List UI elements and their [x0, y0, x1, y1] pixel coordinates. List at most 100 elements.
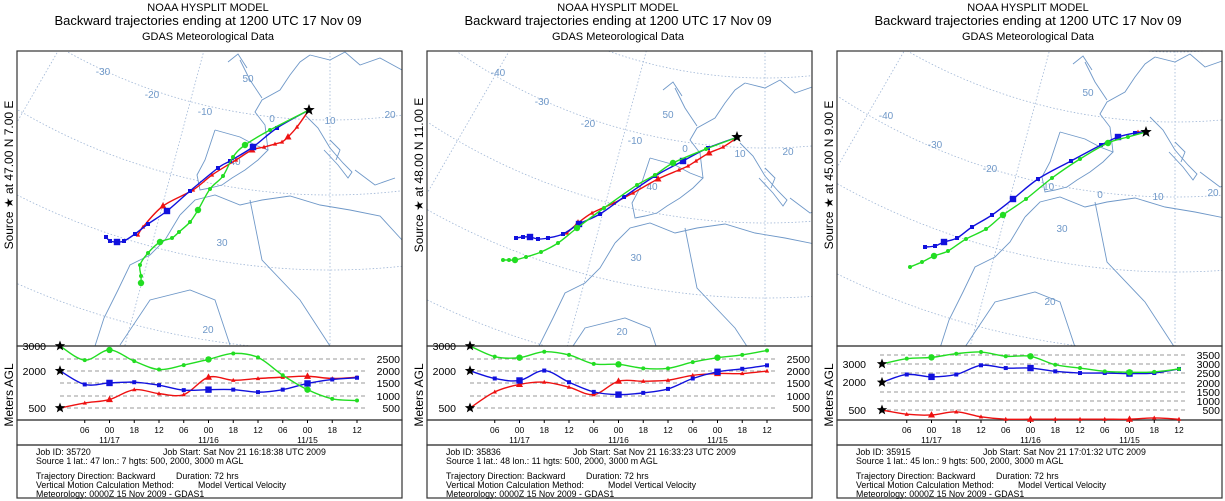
longitude-line — [765, 0, 820, 58]
green-height-point — [714, 354, 721, 361]
blue-trajectory — [514, 136, 739, 241]
longitude-line — [566, 51, 647, 346]
graticule-label: -20 — [983, 164, 998, 175]
red-trajectory-point — [693, 158, 699, 163]
red-height-point — [1125, 415, 1134, 422]
red-trajectory-point — [654, 175, 662, 182]
title: NOAA HYSPLIT MODEL — [557, 2, 678, 14]
right-axis-tick: 3000 — [1197, 359, 1221, 371]
blue-trajectory-point — [598, 212, 602, 216]
graticule-label: 0 — [269, 114, 275, 125]
coastline — [789, 197, 812, 214]
blue-trajectory-point — [546, 236, 550, 240]
graticule-label: 40 — [229, 157, 241, 168]
right-axis-tick: 1500 — [377, 378, 401, 390]
blue-trajectory — [104, 109, 310, 246]
blue-height-point — [765, 363, 769, 368]
green-height-point — [492, 354, 497, 359]
x-date-label: 11/15 — [1119, 435, 1140, 445]
green-trajectory-point — [573, 224, 581, 232]
blue-height-point — [567, 380, 571, 385]
x-date-label: 11/15 — [297, 435, 318, 445]
blue-trajectory-point — [1114, 133, 1122, 141]
coastline — [1094, 201, 1175, 346]
green-height-point — [1177, 366, 1181, 371]
coastline — [965, 291, 1076, 346]
graticule-label: 30 — [216, 238, 228, 249]
subtitle: Backward trajectories ending at 1200 UTC… — [874, 13, 1181, 28]
green-trajectory-point — [241, 141, 249, 149]
graticule-label: 50 — [1082, 88, 1094, 99]
green-trajectory-point — [1126, 135, 1130, 139]
coastline — [179, 194, 402, 241]
source-star-icon — [876, 404, 888, 415]
meteorology: Meteorology: 0000Z 15 Nov 2009 - GDAS1 — [36, 489, 204, 499]
green-height-point — [690, 360, 695, 365]
red-trajectory-point — [705, 149, 713, 156]
x-tick-label: 06 — [589, 425, 599, 435]
blue-height-point — [132, 380, 137, 385]
longitude-line — [17, 51, 59, 123]
blue-height-series — [464, 363, 769, 398]
x-tick-label: 12 — [762, 425, 772, 435]
source-location-label: Source ★ at 45.00 N 9.00 E — [822, 101, 836, 250]
meteorology: Meteorology: 0000Z 15 Nov 2009 - GDAS1 — [446, 489, 614, 499]
x-tick-label: 18 — [229, 425, 239, 435]
green-trajectory-point — [511, 256, 519, 264]
green-height-series — [464, 340, 769, 371]
latitude-line — [837, 273, 1083, 346]
job-start: Job Start: Sat Nov 21 17:01:32 UTC 2009 — [983, 447, 1146, 457]
blue-height-point — [1027, 364, 1034, 372]
blue-trajectory — [923, 131, 1147, 249]
green-trajectory-point — [138, 263, 142, 267]
left-axis-tick: 3000 — [23, 341, 47, 353]
blue-height-point — [256, 390, 260, 395]
coastline — [249, 199, 331, 346]
graticule-label: 50 — [662, 110, 674, 121]
graticule-label: 20 — [616, 327, 628, 338]
latitude-line — [17, 283, 402, 346]
red-trajectory-point — [589, 210, 595, 215]
green-trajectory-point — [139, 274, 143, 278]
x-date-label: 11/17 — [99, 435, 120, 445]
graticule-label: 50 — [242, 74, 254, 85]
blue-trajectory-point — [970, 225, 974, 229]
red-height-point — [492, 389, 497, 394]
blue-trajectory-point — [536, 237, 540, 241]
green-trajectory-point — [946, 249, 950, 253]
x-tick-label: 12 — [663, 425, 673, 435]
coastlines — [94, 51, 402, 346]
blue-height-point — [666, 386, 670, 391]
red-trajectory — [135, 109, 310, 237]
green-height-point — [954, 351, 959, 356]
blue-trajectory-point — [1133, 131, 1137, 135]
left-axis-tick: 500 — [848, 405, 866, 417]
graticule-label: 20 — [782, 147, 794, 158]
right-axis-tick: 2500 — [1197, 368, 1221, 380]
green-trajectory-point — [908, 265, 912, 269]
green-trajectory-point — [501, 258, 505, 262]
source-star-icon — [464, 340, 476, 351]
x-tick-label: 18 — [1051, 425, 1061, 435]
red-trajectory-point — [630, 190, 636, 195]
blue-trajectory-point — [122, 239, 126, 243]
job-id: Job ID: 35836 — [446, 447, 501, 457]
subtitle: Backward trajectories ending at 1200 UTC… — [464, 13, 771, 28]
blue-height-point — [641, 390, 646, 395]
green-trajectory-point — [669, 159, 677, 167]
green-trajectory-point — [704, 147, 708, 151]
source-star-icon — [54, 340, 66, 351]
blue-trajectory-point — [133, 232, 137, 236]
green-height-point — [979, 350, 983, 355]
x-tick-label: 12 — [1075, 425, 1085, 435]
coastline — [1024, 196, 1222, 218]
graticule-label: 0 — [1097, 190, 1103, 201]
graticule-label: -30 — [928, 140, 943, 151]
vertical-motion-method: Model Vertical Velocity — [198, 480, 287, 490]
source-star-icon — [464, 402, 476, 413]
coastline — [684, 227, 748, 346]
x-tick-label: 06 — [1001, 425, 1011, 435]
x-date-label: 11/16 — [198, 435, 219, 445]
info-box — [836, 444, 1223, 499]
trajectory-direction: Trajectory Direction: Backward — [36, 471, 156, 481]
